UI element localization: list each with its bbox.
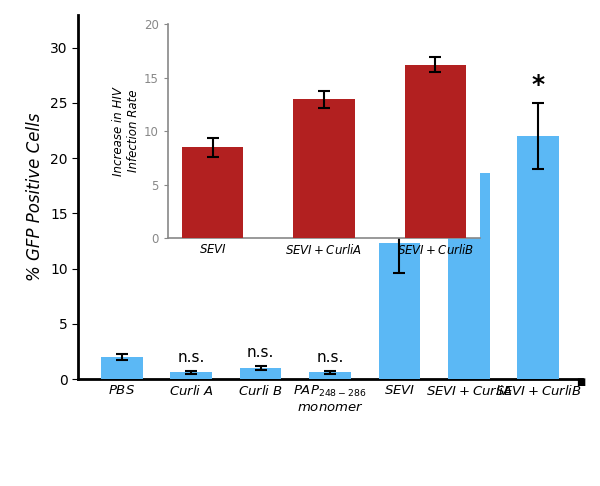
Text: *: * xyxy=(393,184,406,208)
Y-axis label: % GFP Positive Cells: % GFP Positive Cells xyxy=(26,113,44,281)
Y-axis label: Increase in HIV
Infection Rate: Increase in HIV Infection Rate xyxy=(112,87,140,175)
Text: n.s.: n.s. xyxy=(247,345,274,360)
Bar xyxy=(448,173,490,379)
Bar xyxy=(170,372,212,379)
Bar xyxy=(101,357,143,379)
Bar xyxy=(404,65,466,238)
Text: *: * xyxy=(532,73,545,97)
Bar xyxy=(379,243,420,379)
Bar xyxy=(309,372,351,379)
Bar xyxy=(182,147,244,238)
Text: n.s.: n.s. xyxy=(178,350,205,365)
Bar xyxy=(240,368,281,379)
Text: *: * xyxy=(462,93,475,117)
Text: ■: ■ xyxy=(576,377,586,386)
Bar xyxy=(293,99,355,238)
Text: n.s.: n.s. xyxy=(316,350,344,365)
Bar xyxy=(517,136,559,379)
